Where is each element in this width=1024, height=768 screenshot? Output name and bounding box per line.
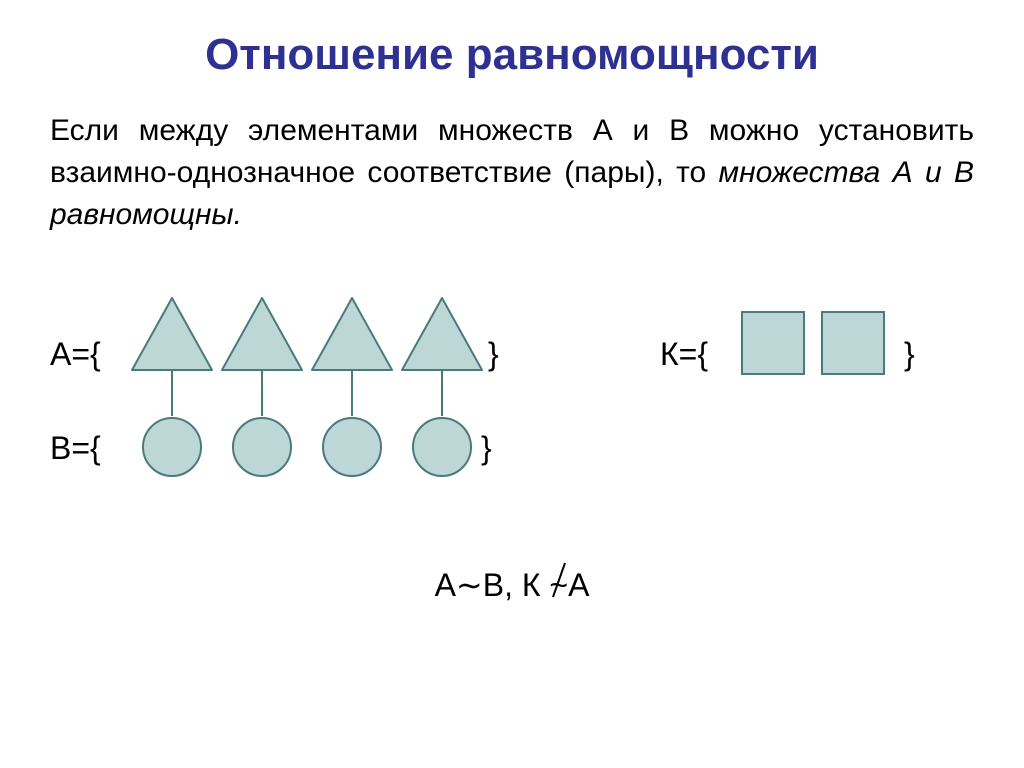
slide-title: Отношение равномощности — [40, 30, 984, 80]
circle-icon — [321, 416, 383, 478]
set-label: } — [488, 336, 499, 373]
set-label: К={ — [660, 336, 708, 373]
connector-line — [350, 370, 354, 420]
set-label: } — [904, 336, 915, 373]
slide-page: Отношение равномощности Если между элеме… — [0, 0, 1024, 768]
formula-text: А∼В, К — [435, 567, 550, 603]
connector-line — [440, 370, 444, 420]
triangle-icon — [310, 296, 394, 372]
set-label: } — [481, 430, 492, 467]
circle-icon — [141, 416, 203, 478]
square-icon — [820, 310, 886, 376]
equinumerosity-formula: А∼В, К ~А — [40, 566, 984, 604]
connector-line — [170, 370, 174, 420]
set-label: А={ — [50, 336, 101, 373]
sets-diagram: А={} В={} К={} — [40, 276, 980, 536]
triangle-icon — [220, 296, 304, 372]
triangle-icon — [130, 296, 214, 372]
triangle-icon — [400, 296, 484, 372]
circle-icon — [231, 416, 293, 478]
set-label: В={ — [50, 430, 101, 467]
not-equinumerous-symbol: ~ — [549, 567, 568, 604]
square-icon — [740, 310, 806, 376]
connector-line — [260, 370, 264, 420]
definition-paragraph: Если между элементами множеств А и В мож… — [50, 110, 974, 236]
circle-icon — [411, 416, 473, 478]
